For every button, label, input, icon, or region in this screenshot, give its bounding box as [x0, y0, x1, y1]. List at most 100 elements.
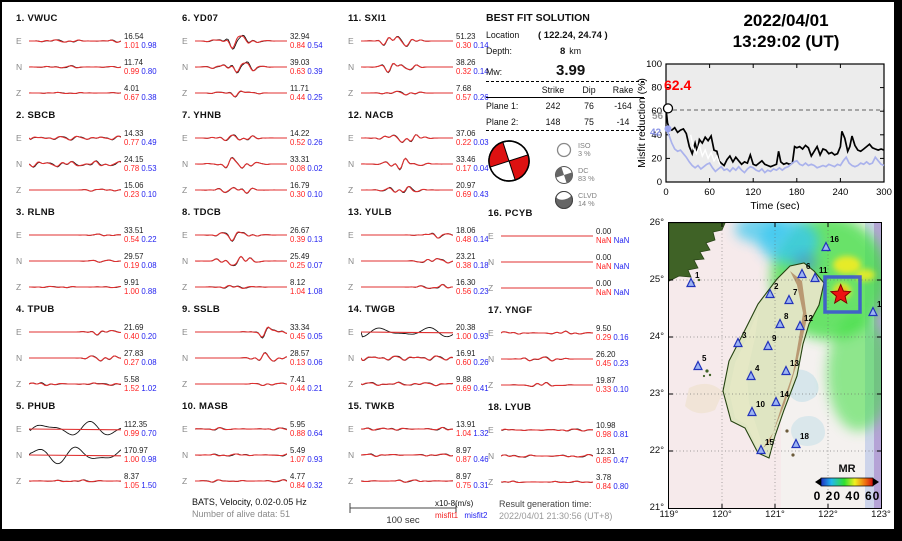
misfit1-value: 0.85: [596, 456, 612, 465]
channel-label: E: [182, 36, 188, 46]
misfit-values: 0.84 0.32: [290, 481, 346, 490]
fit-values: 32.94 0.84 0.54: [287, 32, 346, 50]
plane2-label: Plane 2:: [486, 117, 519, 127]
misfit-values: 0.30 0.14: [456, 41, 512, 50]
waveform-trace: [361, 232, 453, 239]
waveform-trace: [29, 329, 121, 336]
peak-amplitude: 0.00: [596, 227, 612, 236]
observed-trace: [195, 351, 287, 362]
waveform-trace: [195, 34, 287, 50]
misfit2-value: 0.06: [307, 358, 323, 367]
misfit2-value: 0.21: [307, 384, 323, 393]
station-number-label: 15: [765, 438, 774, 447]
misfit2-value: 0.16: [613, 333, 629, 342]
channel-label: N: [488, 354, 495, 364]
channel-label: E: [348, 36, 354, 46]
misfit2-value: NaN: [613, 236, 630, 245]
fit-values: 4.77 0.84 0.32: [287, 472, 346, 490]
synthetic-trace: [29, 479, 121, 483]
waveform-trace: [195, 453, 287, 457]
channel-row-e: E 9.50 0.29 0.16: [488, 320, 652, 346]
station-title: 10. MASB: [182, 401, 229, 412]
peak-amplitude: 10.98: [596, 421, 616, 430]
channel-row-z: Z 8.97 0.75 0.31: [348, 468, 512, 494]
peak-amplitude: 16.30: [456, 278, 476, 287]
clvd-item: CLVD 14 %: [554, 187, 597, 212]
fit-values: 5.58 1.52 1.02: [121, 375, 180, 393]
channel-row-e: E 32.94 0.84 0.54: [182, 28, 346, 54]
misfit2-value: 0.93: [473, 332, 489, 341]
misfit2-value: 0.04: [473, 164, 489, 173]
misfit1-value: 0.56: [456, 287, 472, 296]
synthetic-trace: [29, 259, 121, 263]
misfit1-value: 0.38: [456, 261, 472, 270]
waveform-trace: [29, 421, 121, 436]
channel-row-e: E 18.06 0.48 0.14: [348, 222, 512, 248]
peak-amplitude: 8.12: [290, 278, 306, 287]
channel-label: Z: [348, 282, 354, 292]
misfit1-value: 0.69: [456, 190, 472, 199]
synthetic-trace: [195, 479, 287, 483]
peak-amplitude: 19.87: [596, 376, 616, 385]
misfit-values: 0.99 0.80: [124, 67, 180, 76]
waveform-trace: [361, 258, 453, 264]
peak-amplitude: 3.78: [596, 473, 612, 482]
misfit1-value: 0.75: [456, 481, 472, 490]
channel-row-z: Z 15.06 0.23 0.10: [16, 177, 180, 203]
synthetic-trace: [29, 135, 121, 141]
peak-amplitude: 26.67: [290, 226, 310, 235]
peak-amplitude: 39.03: [290, 58, 310, 67]
fit-values: 33.51 0.54 0.22: [121, 226, 180, 244]
misfit1-value: 0.48: [456, 235, 472, 244]
channel-label: N: [16, 62, 23, 72]
series-aux-white: [690, 134, 721, 165]
map-svg: 123456789101112131415161718 MR 0 20 40 6…: [669, 223, 881, 508]
waveform-trace: [195, 479, 287, 483]
series-misfit2: [665, 128, 885, 174]
plane2-rake: -14: [616, 117, 630, 127]
peak-amplitude: 15.06: [124, 181, 144, 190]
misfit2-value: 0.64: [307, 429, 323, 438]
iso-name: ISO: [578, 140, 591, 150]
fit-values: 33.31 0.08 0.02: [287, 155, 346, 173]
channel-label: E: [182, 424, 188, 434]
synthetic-trace: [29, 91, 121, 94]
waveform-trace: [361, 185, 453, 193]
peak-amplitude: 8.97: [456, 446, 472, 455]
fit-values: 0.00 NaN NaN: [593, 279, 652, 297]
station-block-tdcb: 8. TDCB E 26.67 0.39 0.13 N 25.49 0.25 0.07 Z 8.…: [182, 204, 346, 301]
plane1-label: Plane 1:: [486, 101, 519, 111]
waveform-trace: [195, 326, 287, 339]
station-block-yulb: 13. YULB E 18.06 0.48 0.14 N 23.21 0.38 0.18 Z 1…: [348, 204, 512, 301]
channel-row-n: N 29.57 0.19 0.08: [16, 248, 180, 274]
misfit2-value: 0.07: [307, 261, 323, 270]
waveform-trace: [501, 235, 593, 237]
annotation-56: 56: [652, 111, 664, 122]
station-title: 2. SBCB: [16, 110, 56, 121]
plane2-strike: 148: [545, 117, 561, 127]
peak-amplitude: 7.41: [290, 375, 306, 384]
station-number-label: 1: [695, 271, 700, 280]
misfit2-value: 0.18: [473, 261, 489, 270]
misfit2-start-marker: [664, 125, 672, 133]
channel-label: N: [348, 353, 355, 363]
channel-label: N: [182, 62, 189, 72]
channel-label: N: [182, 450, 189, 460]
peak-amplitude: 37.06: [456, 129, 476, 138]
peak-amplitude: 11.71: [290, 84, 309, 93]
fit-values: 20.97 0.69 0.43: [453, 181, 512, 199]
channel-label: Z: [182, 476, 188, 486]
plane2-row: Plane 2: 148 75 -14: [486, 114, 644, 131]
synthetic-trace: [501, 428, 593, 432]
observed-trace: [361, 327, 453, 338]
scale-bar-svg: 100 sec: [349, 503, 457, 526]
synthetic-trace: [361, 157, 453, 170]
channel-row-e: E 26.67 0.39 0.13: [182, 222, 346, 248]
station-triangle-icon: [763, 340, 773, 351]
map-station-markers: 123456789101112131415161718: [686, 235, 881, 455]
misfit1-value: 0.84: [290, 41, 306, 50]
station-block-sxi1: 11. SXI1 E 51.23 0.30 0.14 N 38.26 0.32 0.14 Z 7…: [348, 10, 512, 107]
misfit1-value: 0.57: [456, 93, 472, 102]
synthetic-trace: [29, 329, 121, 336]
channel-row-z: Z 11.71 0.44 0.25: [182, 80, 346, 106]
